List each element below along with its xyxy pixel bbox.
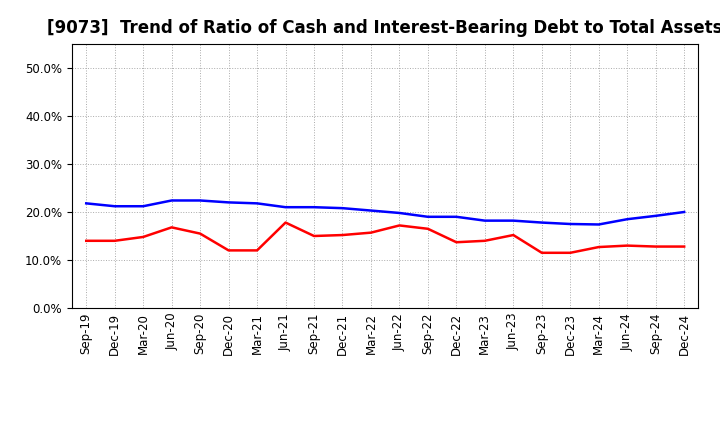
- Interest-Bearing Debt: [395, 210, 404, 216]
- Interest-Bearing Debt: [338, 205, 347, 211]
- Cash: [480, 238, 489, 243]
- Cash: [338, 232, 347, 238]
- Interest-Bearing Debt: [623, 216, 631, 222]
- Cash: [680, 244, 688, 249]
- Line: Cash: Cash: [86, 223, 684, 253]
- Cash: [595, 244, 603, 249]
- Interest-Bearing Debt: [139, 204, 148, 209]
- Interest-Bearing Debt: [595, 222, 603, 227]
- Interest-Bearing Debt: [110, 204, 119, 209]
- Cash: [423, 226, 432, 231]
- Cash: [452, 240, 461, 245]
- Cash: [537, 250, 546, 256]
- Cash: [395, 223, 404, 228]
- Interest-Bearing Debt: [566, 221, 575, 227]
- Cash: [623, 243, 631, 248]
- Cash: [110, 238, 119, 243]
- Cash: [282, 220, 290, 225]
- Interest-Bearing Debt: [366, 208, 375, 213]
- Cash: [509, 232, 518, 238]
- Interest-Bearing Debt: [452, 214, 461, 220]
- Interest-Bearing Debt: [196, 198, 204, 203]
- Interest-Bearing Debt: [652, 213, 660, 219]
- Cash: [167, 225, 176, 230]
- Interest-Bearing Debt: [282, 205, 290, 210]
- Cash: [139, 235, 148, 240]
- Cash: [366, 230, 375, 235]
- Cash: [82, 238, 91, 243]
- Interest-Bearing Debt: [167, 198, 176, 203]
- Interest-Bearing Debt: [680, 209, 688, 215]
- Cash: [196, 231, 204, 236]
- Line: Interest-Bearing Debt: Interest-Bearing Debt: [86, 201, 684, 224]
- Title: [9073]  Trend of Ratio of Cash and Interest-Bearing Debt to Total Assets: [9073] Trend of Ratio of Cash and Intere…: [48, 19, 720, 37]
- Cash: [253, 248, 261, 253]
- Cash: [652, 244, 660, 249]
- Interest-Bearing Debt: [423, 214, 432, 220]
- Interest-Bearing Debt: [225, 200, 233, 205]
- Interest-Bearing Debt: [253, 201, 261, 206]
- Interest-Bearing Debt: [509, 218, 518, 223]
- Interest-Bearing Debt: [537, 220, 546, 225]
- Cash: [225, 248, 233, 253]
- Interest-Bearing Debt: [480, 218, 489, 223]
- Interest-Bearing Debt: [82, 201, 91, 206]
- Cash: [310, 233, 318, 238]
- Interest-Bearing Debt: [310, 205, 318, 210]
- Cash: [566, 250, 575, 256]
